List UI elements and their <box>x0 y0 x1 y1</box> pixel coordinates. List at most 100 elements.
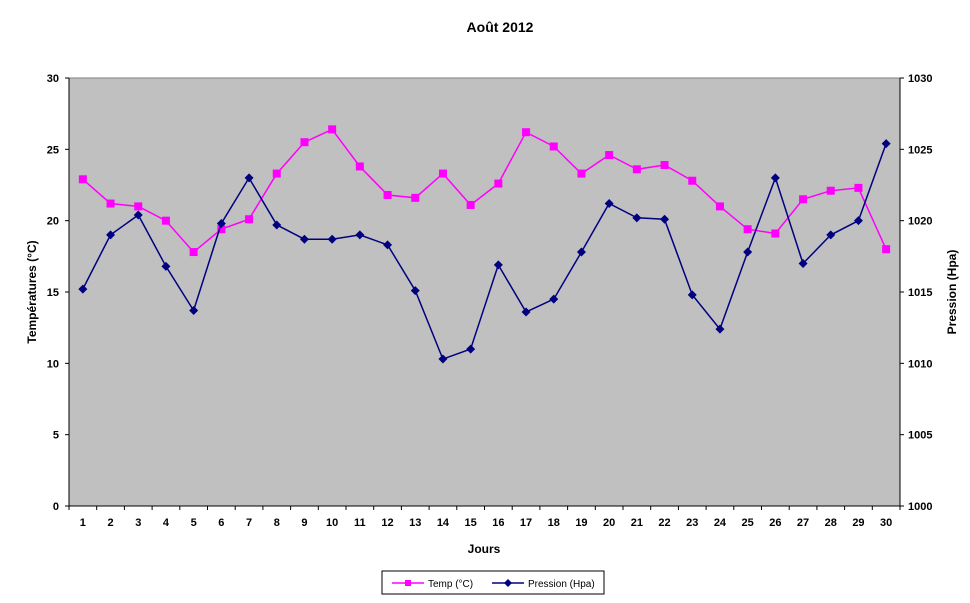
x-tick-label: 4 <box>163 517 170 529</box>
pression-point <box>106 230 116 240</box>
x-tick-label: 24 <box>714 517 727 529</box>
pression-point <box>244 173 254 183</box>
temp-point <box>300 138 309 147</box>
temp-point <box>577 169 586 178</box>
temp-point <box>522 128 531 137</box>
pression-point <box>715 324 725 334</box>
temp-point <box>161 216 170 225</box>
pression-point <box>272 220 282 230</box>
plot-area <box>68 77 901 507</box>
legend-temp-marker <box>405 580 411 586</box>
y-tick-label: 20 <box>47 216 59 228</box>
y2-tick-label: 1030 <box>908 73 932 85</box>
series-line-pression <box>82 143 887 361</box>
pression-point <box>604 199 614 209</box>
pression-point <box>521 307 531 317</box>
pression-point <box>216 219 226 229</box>
y-tick-label: 5 <box>53 430 59 442</box>
temp-point <box>466 200 475 209</box>
pression-point <box>78 284 88 294</box>
x-tick-label: 18 <box>548 517 560 529</box>
temp-point <box>272 169 281 178</box>
axes <box>65 77 904 510</box>
x-tick-label: 23 <box>686 517 698 529</box>
pression-point <box>770 173 780 183</box>
tick-labels: 0510152025301000100510101015102010251030… <box>47 73 933 529</box>
y2-tick-label: 1010 <box>908 358 932 370</box>
pression-point <box>743 247 753 257</box>
y2-tick-label: 1005 <box>908 430 932 442</box>
temp-point <box>715 202 724 211</box>
temp-point <box>245 215 254 224</box>
pression-point <box>632 213 642 223</box>
pression-point <box>493 260 503 270</box>
x-tick-label: 28 <box>825 517 837 529</box>
pression-point <box>299 234 309 244</box>
y2-tick-label: 1020 <box>908 216 932 228</box>
pression-point <box>798 258 808 268</box>
x-tick-label: 27 <box>797 517 809 529</box>
series-layer <box>78 125 891 364</box>
pression-point <box>660 214 670 224</box>
x-tick-label: 16 <box>492 517 504 529</box>
temp-point <box>494 179 503 188</box>
pression-point <box>466 344 476 354</box>
x-tick-label: 17 <box>520 517 532 529</box>
pression-point <box>383 240 393 250</box>
chart-title: Août 2012 <box>467 19 534 35</box>
y2-axis-label: Pression (Hpa) <box>945 250 959 335</box>
y-tick-label: 30 <box>47 73 59 85</box>
x-tick-label: 2 <box>107 517 113 529</box>
temp-point <box>799 195 808 204</box>
x-tick-label: 3 <box>135 517 141 529</box>
y-axis-label: Températures (°C) <box>25 240 39 343</box>
temp-point <box>549 142 558 151</box>
x-tick-label: 14 <box>437 517 450 529</box>
temp-point <box>134 202 143 211</box>
legend-temp-label: Temp (°C) <box>428 579 473 590</box>
pression-point <box>410 286 420 296</box>
x-tick-label: 20 <box>603 517 615 529</box>
x-tick-label: 15 <box>465 517 477 529</box>
temp-point <box>328 125 337 134</box>
pression-point <box>161 261 171 271</box>
y2-tick-label: 1015 <box>908 287 932 299</box>
x-tick-label: 22 <box>658 517 670 529</box>
x-tick-label: 8 <box>274 517 280 529</box>
x-tick-label: 6 <box>218 517 224 529</box>
x-axis-label: Jours <box>468 542 501 556</box>
x-tick-label: 12 <box>381 517 393 529</box>
pression-point <box>549 294 559 304</box>
temp-point <box>826 186 835 195</box>
pression-point <box>438 354 448 364</box>
x-tick-label: 26 <box>769 517 781 529</box>
series-line-temp <box>82 128 887 254</box>
y2-tick-label: 1025 <box>908 144 932 156</box>
temp-point <box>882 245 891 254</box>
pression-point <box>881 139 891 149</box>
legend-pression-label: Pression (Hpa) <box>528 579 595 590</box>
temp-point <box>355 162 364 171</box>
pression-point <box>189 306 199 316</box>
temp-point <box>632 165 641 174</box>
x-tick-label: 7 <box>246 517 252 529</box>
x-tick-label: 19 <box>575 517 587 529</box>
x-tick-label: 9 <box>301 517 307 529</box>
temp-point <box>411 193 420 202</box>
temp-point <box>189 248 198 257</box>
pression-point <box>327 234 337 244</box>
y2-tick-label: 1000 <box>908 501 932 513</box>
x-tick-label: 29 <box>852 517 864 529</box>
temp-point <box>688 176 697 185</box>
temp-point <box>660 161 669 170</box>
x-tick-label: 30 <box>880 517 892 529</box>
x-tick-label: 21 <box>631 517 643 529</box>
pression-point <box>576 247 586 257</box>
x-tick-label: 5 <box>191 517 197 529</box>
temp-point <box>854 183 863 192</box>
pression-point <box>687 290 697 300</box>
temp-point <box>217 225 226 234</box>
x-tick-label: 11 <box>354 517 366 529</box>
temp-point <box>383 190 392 199</box>
